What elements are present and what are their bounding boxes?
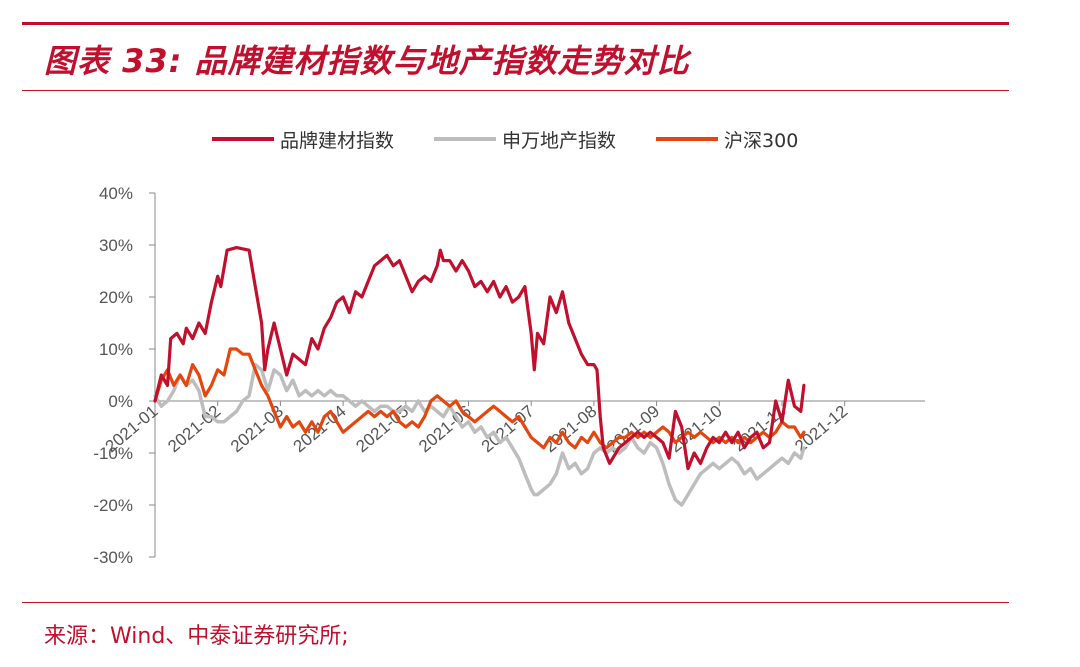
legend-swatch-csi300: [656, 137, 719, 141]
source-note: 来源：Wind、中泰证券研究所;: [44, 624, 349, 649]
legend-item-brand-building-materials: 品牌建材指数: [212, 126, 394, 153]
top-rule: [22, 22, 1009, 25]
legend-swatch-real-estate: [434, 137, 497, 141]
y-tick-label: 20%: [99, 288, 133, 307]
y-tick-label: 0%: [108, 392, 133, 411]
x-tick-label: 2021-07: [478, 402, 538, 457]
y-tick-label: 30%: [99, 236, 133, 255]
series-line-2: [153, 347, 806, 450]
legend-label-csi300: 沪深300: [724, 129, 799, 152]
source-divider: [22, 602, 1009, 603]
y-tick-label: 10%: [99, 340, 133, 359]
y-tick-label: -10%: [93, 444, 133, 463]
y-tick-label: -30%: [93, 548, 133, 567]
legend-swatch-brand: [212, 137, 274, 141]
x-tick-label: 2021-02: [164, 402, 224, 457]
legend-label-real-estate: 申万地产指数: [502, 129, 617, 152]
legend-item-csi300: 沪深300: [656, 126, 798, 153]
chart-legend: 品牌建材指数 申万地产指数 沪深300: [212, 125, 838, 153]
series-line-0: [153, 246, 806, 471]
x-tick-label: 2021-08: [540, 402, 600, 457]
chart-title: 图表 33: 品牌建材指数与地产指数走势对比: [44, 42, 690, 80]
legend-item-sw-real-estate: 申万地产指数: [434, 126, 616, 153]
y-tick-label: 40%: [99, 184, 133, 203]
y-tick-label: -20%: [93, 496, 133, 515]
x-tick-label: 2021-10: [666, 402, 726, 457]
series-line-1: [153, 362, 806, 507]
legend-label-brand: 品牌建材指数: [280, 129, 395, 152]
title-divider: [22, 90, 1009, 91]
